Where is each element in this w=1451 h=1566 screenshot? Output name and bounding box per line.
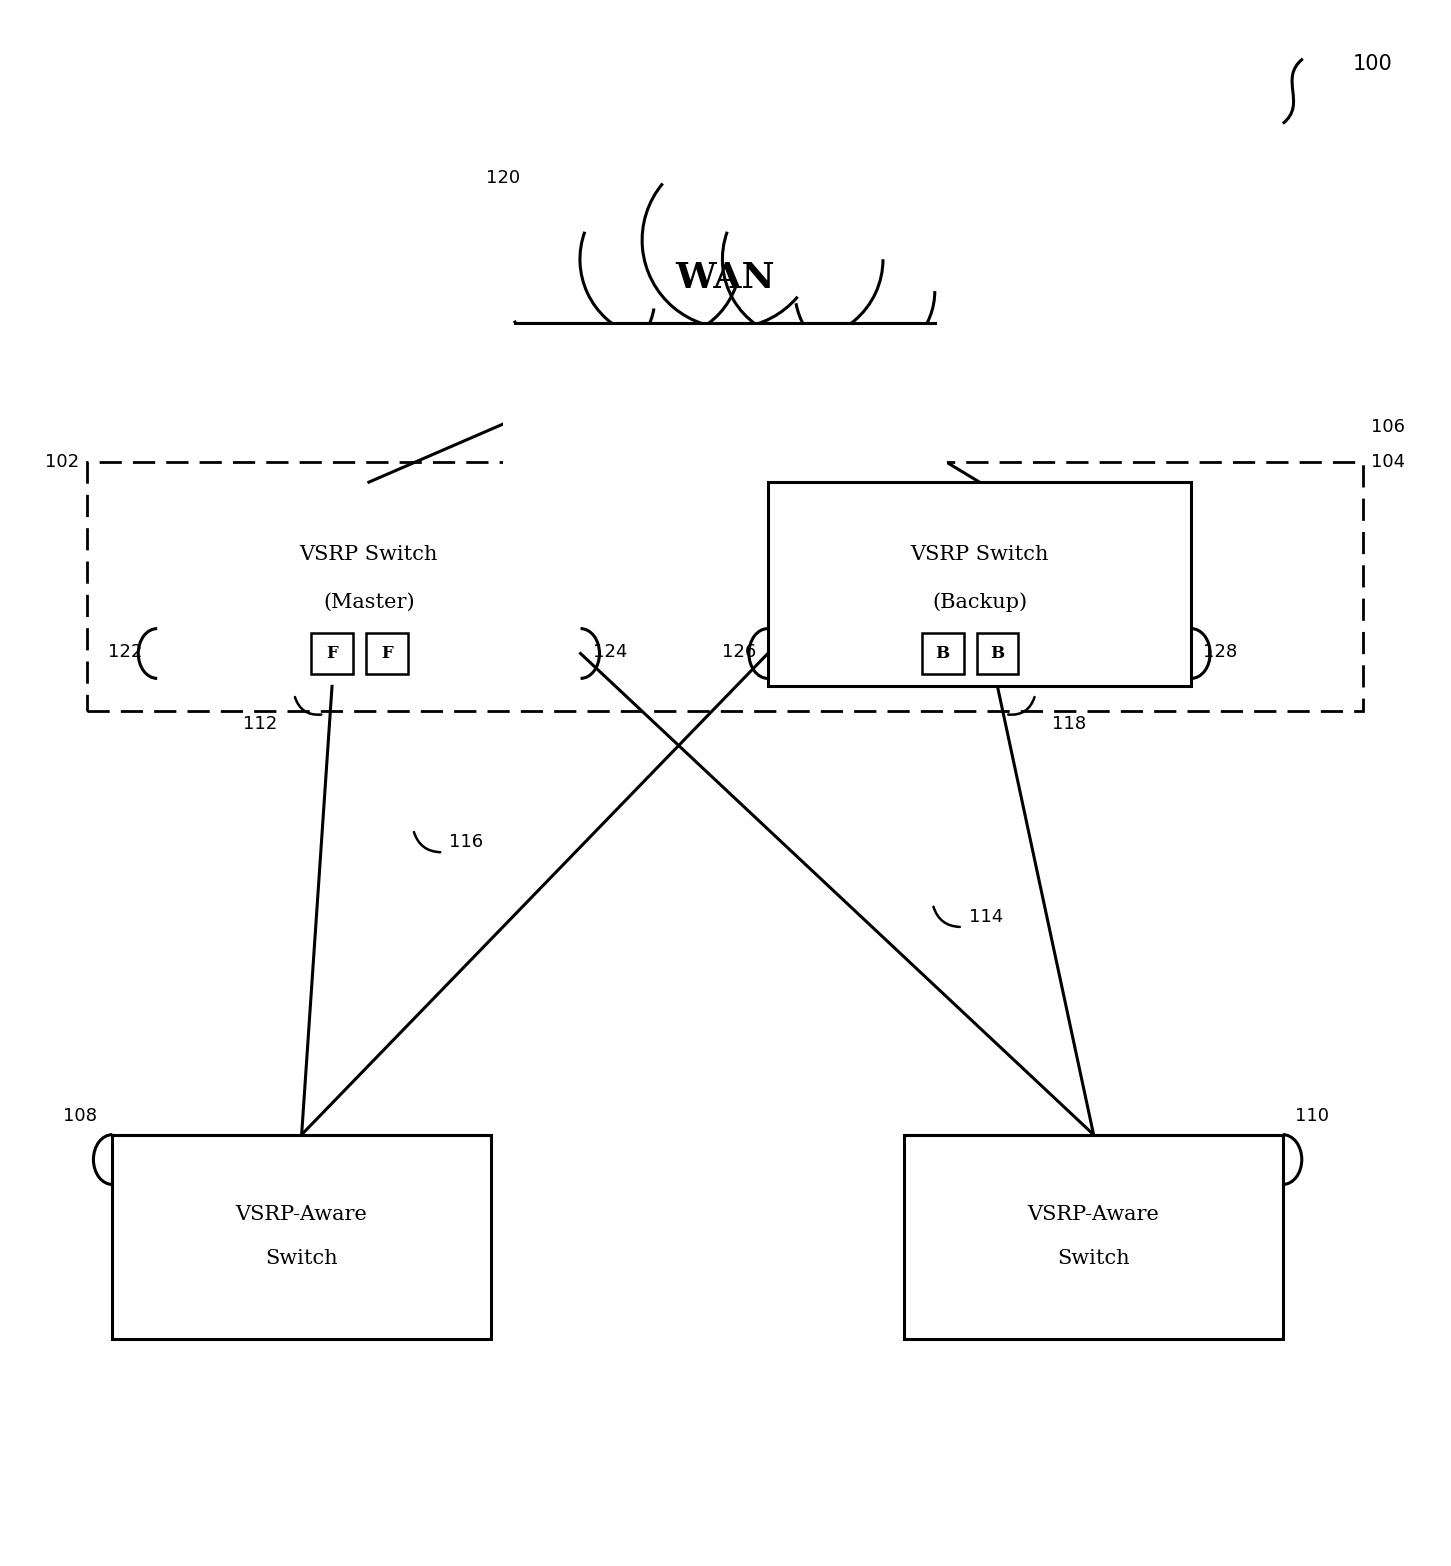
- Bar: [768, 482, 1191, 686]
- Bar: [977, 633, 1019, 675]
- Text: F: F: [382, 645, 393, 662]
- Text: Switch: Switch: [266, 1250, 338, 1268]
- Text: VSRP-Aware: VSRP-Aware: [235, 1206, 367, 1225]
- Circle shape: [795, 221, 934, 362]
- Text: 114: 114: [969, 908, 1003, 926]
- Circle shape: [723, 179, 884, 340]
- Text: 116: 116: [448, 833, 483, 852]
- Bar: [366, 633, 408, 675]
- Text: 120: 120: [486, 169, 519, 188]
- Text: 106: 106: [1371, 418, 1405, 437]
- Text: 118: 118: [1052, 716, 1087, 733]
- Text: VSRP Switch: VSRP Switch: [300, 545, 438, 564]
- Text: 112: 112: [242, 716, 277, 733]
- Circle shape: [643, 152, 818, 329]
- Text: VSRP-Aware: VSRP-Aware: [1027, 1206, 1159, 1225]
- Text: WAN: WAN: [675, 262, 775, 294]
- Circle shape: [511, 224, 654, 368]
- Text: (Master): (Master): [324, 592, 415, 612]
- Text: 124: 124: [592, 642, 627, 661]
- Text: 110: 110: [1294, 1107, 1329, 1124]
- Text: 108: 108: [64, 1107, 97, 1124]
- Bar: [512, 268, 937, 323]
- Text: 104: 104: [1371, 453, 1405, 471]
- Bar: [502, 323, 948, 482]
- Text: Switch: Switch: [1058, 1250, 1130, 1268]
- Text: F: F: [326, 645, 338, 662]
- Text: VSRP Switch: VSRP Switch: [910, 545, 1049, 564]
- Text: B: B: [991, 645, 1004, 662]
- Bar: [87, 462, 1362, 711]
- Text: 128: 128: [1203, 642, 1238, 661]
- Bar: [311, 633, 353, 675]
- Circle shape: [580, 179, 740, 340]
- Bar: [904, 1135, 1283, 1339]
- Text: 100: 100: [1352, 53, 1393, 74]
- Text: 126: 126: [721, 642, 756, 661]
- Text: 102: 102: [45, 453, 80, 471]
- Text: B: B: [936, 645, 950, 662]
- Bar: [112, 1135, 490, 1339]
- Bar: [921, 633, 963, 675]
- Text: 122: 122: [107, 642, 142, 661]
- Text: (Backup): (Backup): [932, 592, 1027, 612]
